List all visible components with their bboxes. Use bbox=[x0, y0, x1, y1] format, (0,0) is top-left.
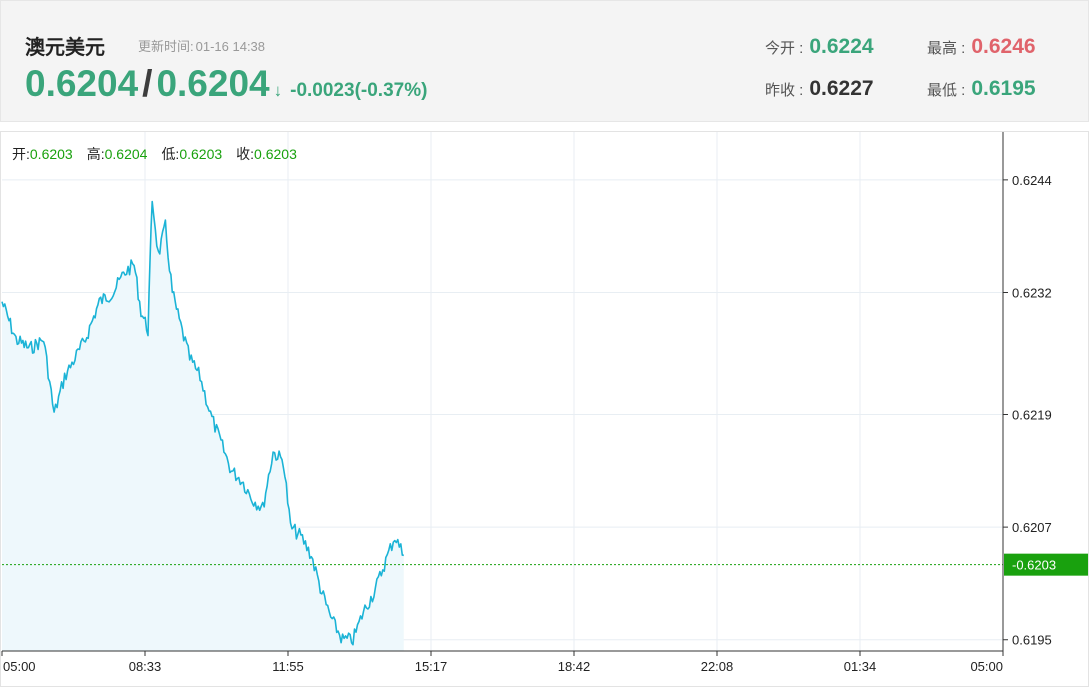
update-time-label: 更新时间: bbox=[138, 39, 194, 54]
low-value: 0.6195 bbox=[971, 77, 1036, 100]
open-value: 0.6224 bbox=[809, 35, 874, 58]
y-tick-label: 0.6232 bbox=[1012, 285, 1052, 300]
x-tick-label: 11:55 bbox=[272, 659, 304, 674]
down-arrow-icon: ↓ bbox=[273, 81, 283, 100]
current-price-tag bbox=[1004, 553, 1088, 576]
ohlc-low-value: 0.6203 bbox=[179, 146, 223, 162]
x-tick-label: 05:00 bbox=[3, 659, 36, 674]
price-line: 0.6204/0.6204 ↓ -0.0023(-0.37%) bbox=[25, 63, 427, 105]
update-time-value: 01-16 14:38 bbox=[195, 39, 266, 54]
price-chart[interactable]: 05:00 08:33 11:55 15:17 18:42 22:08 01:34 05:00… bbox=[0, 131, 1091, 689]
high-value: 0.6246 bbox=[971, 35, 1036, 58]
prev-close-value: 0.6227 bbox=[809, 77, 874, 100]
current-price-label: -0.6203 bbox=[1012, 558, 1056, 573]
price-separator: / bbox=[142, 63, 153, 104]
price-change: -0.0023(-0.37%) bbox=[290, 80, 428, 101]
high-stat: 最高 : 0.6246 bbox=[927, 35, 1036, 59]
ohlc-low-label: 低: bbox=[161, 146, 180, 162]
x-tick-label: 05:00 bbox=[970, 659, 1003, 674]
bid-price: 0.6204 bbox=[25, 63, 139, 104]
prev-close-stat: 昨收 : 0.6227 bbox=[765, 77, 874, 101]
ohlc-open-label: 开: bbox=[12, 146, 30, 162]
ohlc-readout: 开:0.6203 高:0.6204 低:0.6203 收:0.6203 bbox=[12, 144, 311, 164]
y-tick-label: 0.6244 bbox=[1012, 173, 1052, 188]
low-label: 最低 : bbox=[927, 82, 966, 99]
y-tick-label: 0.6219 bbox=[1012, 407, 1052, 422]
ohlc-high-value: 0.6204 bbox=[104, 146, 148, 162]
series-line bbox=[1, 200, 404, 646]
open-label: 今开 : bbox=[765, 40, 804, 57]
open-stat: 今开 : 0.6224 bbox=[765, 35, 874, 59]
y-tick-label: 0.6207 bbox=[1012, 520, 1052, 535]
ask-price: 0.6204 bbox=[156, 63, 270, 104]
ohlc-close-value: 0.6203 bbox=[254, 146, 297, 162]
pair-name: 澳元美元 bbox=[25, 37, 105, 59]
x-tick-label: 18:42 bbox=[558, 659, 591, 674]
x-tick-label: 15:17 bbox=[415, 659, 448, 674]
prev-close-label: 昨收 : bbox=[765, 82, 804, 99]
x-tick-label: 08:33 bbox=[129, 659, 162, 674]
series-area bbox=[2, 201, 404, 651]
ohlc-high-label: 高: bbox=[86, 146, 105, 162]
update-time: 更新时间: 01-16 14:38 bbox=[138, 36, 267, 55]
quote-header: 澳元美元 更新时间: 01-16 14:38 0.6204/0.6204 ↓ -0.0… bbox=[0, 0, 1089, 122]
ohlc-open-value: 0.6203 bbox=[29, 146, 73, 162]
high-label: 最高 : bbox=[927, 40, 966, 57]
x-tick-label: 22:08 bbox=[701, 659, 734, 674]
y-tick-label: 0.6195 bbox=[1012, 633, 1052, 648]
ohlc-close-label: 收: bbox=[236, 146, 255, 162]
x-tick-label: 01:34 bbox=[844, 659, 877, 674]
low-stat: 最低 : 0.6195 bbox=[927, 77, 1036, 101]
